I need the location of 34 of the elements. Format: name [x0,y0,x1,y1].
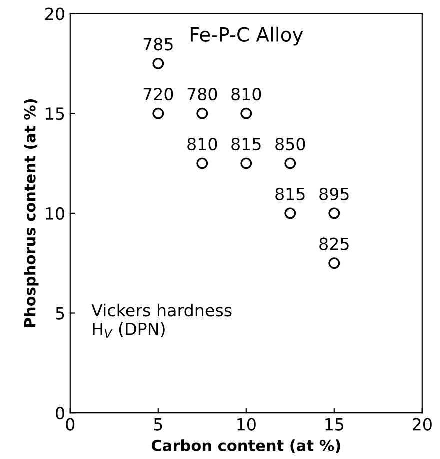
x-tick-label: 10 [238,418,256,431]
annotation: 815 [276,188,305,200]
point [328,258,340,270]
point [240,158,252,170]
y-tick-label: 15 [46,108,64,120]
annotation: 825 [320,238,349,250]
annotation: 780 [188,88,218,101]
text: Fe-P-C Alloy [190,26,304,46]
point [152,58,164,70]
point [196,108,208,120]
point [196,158,208,170]
y-tick-label: 20 [46,8,64,20]
point [284,158,296,170]
y-tick-label: 5 [56,307,64,320]
x-tick-label: 20 [413,418,432,431]
x-axis-title: Carbon content (at %) [152,440,340,454]
point [328,208,340,220]
annotation: 895 [320,188,349,200]
annotation: 850 [276,138,306,151]
x-tick-label: 15 [326,418,344,431]
x-tick-label: 0 [66,418,75,431]
y-tick-label: 0 [56,407,64,420]
point [284,208,296,220]
x-tick-label: 5 [154,418,162,431]
y-tick-label: 10 [46,207,64,220]
y-axis-title: Phosphorus content (at %) [24,99,39,328]
annotation: 785 [144,38,173,51]
annotation: Vickers hardness H$_{V}$ (DPN) [92,304,232,338]
point [240,108,252,120]
annotation: 810 [188,138,218,151]
point [152,108,164,120]
annotation: 720 [144,88,174,101]
annotation: 810 [232,88,262,101]
annotation: 815 [232,138,261,151]
